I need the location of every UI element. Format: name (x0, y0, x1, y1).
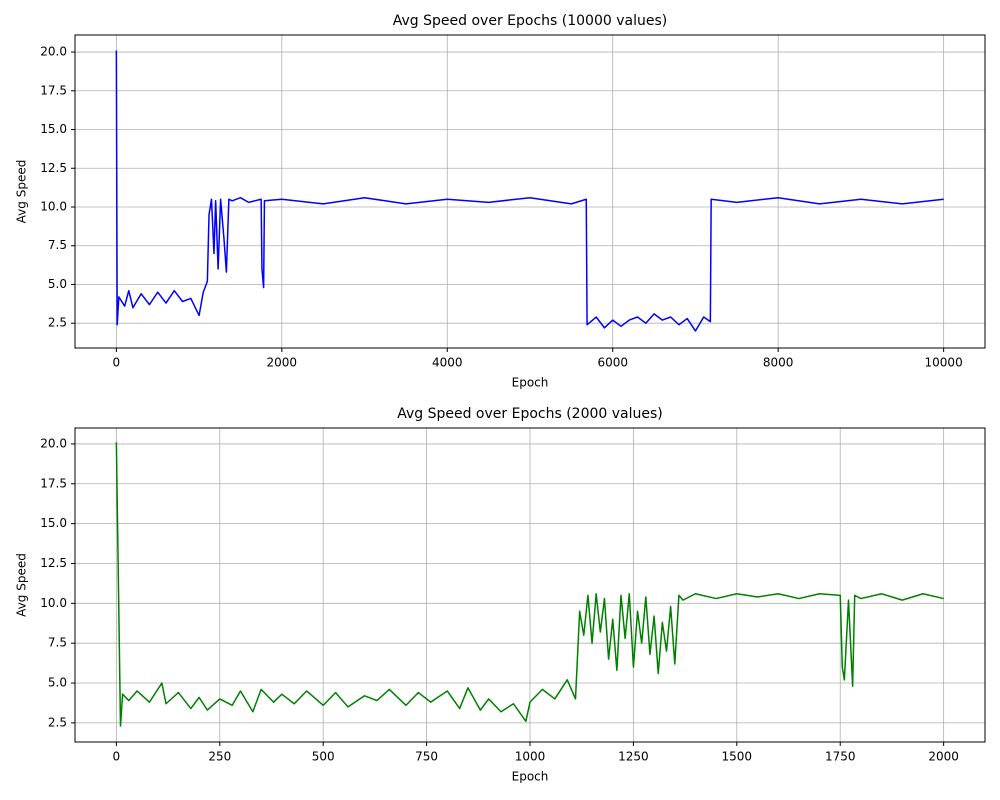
data-line (115, 442, 944, 727)
x-tick-label: 250 (208, 750, 231, 764)
x-tick-label: 750 (415, 750, 438, 764)
y-tick-label: 17.5 (40, 83, 67, 97)
x-tick-label: 1750 (825, 750, 856, 764)
y-tick-label: 12.5 (40, 161, 67, 175)
x-tick-label: 4000 (432, 356, 463, 370)
y-tick-label: 17.5 (40, 476, 67, 490)
chart-title: Avg Speed over Epochs (10000 values) (393, 13, 667, 29)
y-tick-label: 5.0 (48, 277, 67, 291)
y-tick-label: 15.0 (40, 122, 67, 136)
x-tick-label: 2000 (928, 750, 959, 764)
x-tick-label: 1250 (618, 750, 649, 764)
x-tick-label: 1000 (515, 750, 546, 764)
data-line (115, 50, 944, 332)
y-tick-label: 2.5 (48, 316, 67, 330)
x-axis-label: Epoch (512, 770, 549, 784)
y-tick-label: 7.5 (48, 636, 67, 650)
y-tick-label: 15.0 (40, 516, 67, 530)
y-tick-label: 7.5 (48, 238, 67, 252)
x-tick-label: 1500 (722, 750, 753, 764)
y-tick-label: 12.5 (40, 556, 67, 570)
y-axis-label: Avg Speed (15, 160, 29, 224)
x-axis-label: Epoch (512, 376, 549, 390)
x-tick-label: 10000 (925, 356, 963, 370)
x-tick-label: 8000 (763, 356, 794, 370)
x-tick-label: 2000 (267, 356, 298, 370)
plot-frame (74, 427, 986, 743)
y-tick-label: 20.0 (40, 45, 67, 59)
x-tick-label: 500 (312, 750, 335, 764)
y-tick-label: 2.5 (48, 715, 67, 729)
chart-title: Avg Speed over Epochs (2000 values) (397, 406, 663, 422)
y-tick-label: 20.0 (40, 436, 67, 450)
y-tick-label: 10.0 (40, 596, 67, 610)
x-tick-label: 0 (113, 750, 121, 764)
y-tick-label: 5.0 (48, 676, 67, 690)
y-tick-label: 10.0 (40, 199, 67, 213)
plot-frame (74, 34, 986, 349)
y-axis-label: Avg Speed (15, 553, 29, 617)
x-tick-label: 6000 (597, 356, 628, 370)
x-tick-label: 0 (113, 356, 121, 370)
